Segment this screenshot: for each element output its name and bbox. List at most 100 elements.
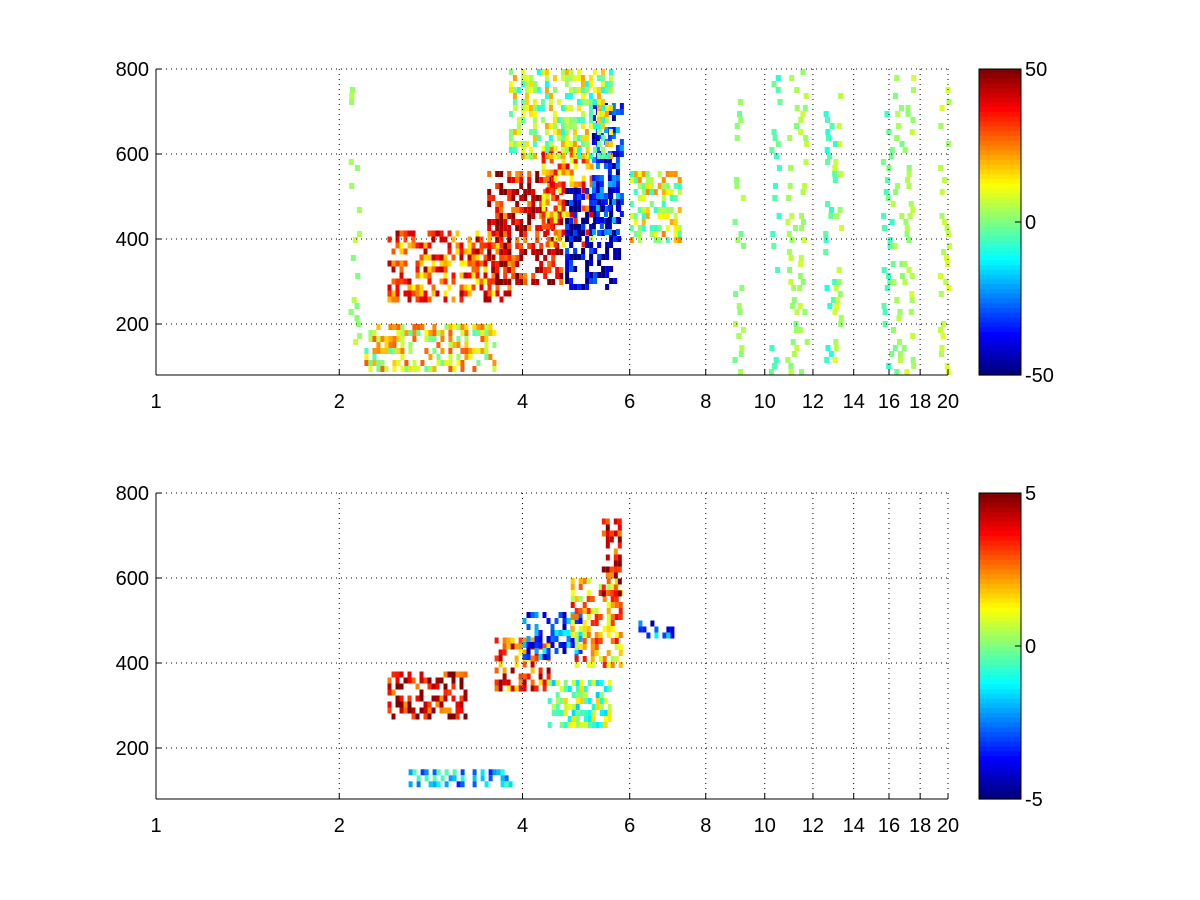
heatmap-cell-region-0 xyxy=(447,242,452,249)
heatmap-cell-region-3 xyxy=(605,284,610,290)
heatmap-cell-region-1 xyxy=(519,249,524,255)
heatmap-cell-region-3 xyxy=(569,224,574,230)
heatmap-cell-region-2 xyxy=(545,193,550,200)
x-tick-label: 18 xyxy=(909,391,931,413)
heatmap-cell-region-6 xyxy=(444,769,449,776)
heatmap-cell-region-1 xyxy=(494,637,499,644)
heatmap-cell-region-6 xyxy=(520,153,525,159)
heatmap-cell-region-0 xyxy=(415,284,420,291)
heatmap-cell-region-3 xyxy=(565,278,570,284)
heatmap-cell-region-4 xyxy=(595,205,600,211)
heatmap-cell-region-3 xyxy=(590,620,595,626)
heatmap-cell-region-0 xyxy=(483,272,488,279)
heatmap-cell-region-0 xyxy=(435,695,440,702)
heatmap-cell-region-3 xyxy=(577,230,582,236)
heatmap-cell-region-5 xyxy=(452,324,457,330)
heatmap-cell-region-4 xyxy=(603,229,608,235)
heatmap-cell-region-3 xyxy=(606,650,611,656)
heatmap-cell-region-2 xyxy=(534,642,539,648)
heatmap-cell-region-0 xyxy=(443,695,448,702)
heatmap-cell-region-6 xyxy=(596,111,601,117)
heatmap-cell-region-4 xyxy=(563,680,568,686)
colorbar-segment xyxy=(979,102,1021,108)
colorbar-segment xyxy=(979,545,1021,551)
heatmap-cell-region-0 xyxy=(427,683,432,690)
heatmap-cell-region-6 xyxy=(548,123,553,129)
heatmap-cell-region-0 xyxy=(443,689,448,696)
heatmap-cell-region-7 xyxy=(637,237,642,243)
heatmap-cell-region-6 xyxy=(456,781,461,788)
x-tick-label: 4 xyxy=(517,815,528,837)
heatmap-cell-region-6 xyxy=(588,105,593,111)
heatmap-cell-region-6 xyxy=(560,117,565,123)
heatmap-stripe-3 xyxy=(789,213,795,219)
heatmap-cell-region-5 xyxy=(400,330,405,336)
heatmap-cell-region-4 xyxy=(615,151,620,157)
heatmap-cell-region-4 xyxy=(611,175,616,181)
heatmap-stripe-5 xyxy=(829,207,834,213)
heatmap-cell-region-6 xyxy=(480,769,485,776)
heatmap-cell-region-6 xyxy=(524,75,529,81)
heatmap-stripe-9 xyxy=(906,171,912,177)
heatmap-cell-region-4 xyxy=(559,686,564,692)
heatmap-cell-region-6 xyxy=(528,81,533,87)
heatmap-cell-region-4 xyxy=(595,157,600,163)
heatmap-cell-region-6 xyxy=(508,111,513,117)
heatmap-cell-region-2 xyxy=(522,642,527,648)
heatmap-stripe-10 xyxy=(939,213,945,219)
heatmap-cell-region-0 xyxy=(435,254,440,261)
heatmap-cell-region-0 xyxy=(407,278,412,285)
y-tick-label: 200 xyxy=(116,314,149,336)
heatmap-stripe-2 xyxy=(777,99,783,105)
heatmap-stripe-0 xyxy=(357,333,363,339)
heatmap-cell-region-4 xyxy=(603,127,608,133)
heatmap-cell-region-5 xyxy=(601,530,606,537)
heatmap-cell-region-1 xyxy=(535,267,540,273)
heatmap-stripe-3 xyxy=(785,357,791,363)
heatmap-cell-region-3 xyxy=(586,596,591,602)
heatmap-cell-region-6 xyxy=(552,117,557,123)
heatmap-cell-region-1 xyxy=(531,189,536,195)
heatmap-cell-region-1 xyxy=(531,207,536,213)
heatmap-cell-region-0 xyxy=(495,290,500,297)
heatmap-cell-region-7 xyxy=(633,213,638,219)
heatmap-cell-region-5 xyxy=(480,324,485,330)
heatmap-cell-region-1 xyxy=(507,255,512,261)
heatmap-cell-region-0 xyxy=(395,284,400,291)
heatmap-cell-region-1 xyxy=(499,231,504,237)
heatmap-cell-region-3 xyxy=(594,632,599,638)
heatmap-cell-region-3 xyxy=(589,224,594,230)
heatmap-cell-region-6 xyxy=(548,93,553,99)
heatmap-cell-region-6 xyxy=(532,87,537,93)
heatmap-cell-region-0 xyxy=(459,242,464,249)
heatmap-cell-region-1 xyxy=(506,643,511,650)
heatmap-cell-region-0 xyxy=(415,695,420,702)
heatmap-cell-region-3 xyxy=(589,272,594,278)
heatmap-cell-region-3 xyxy=(613,248,618,254)
heatmap-cell-region-7 xyxy=(665,189,670,195)
heatmap-cell-region-6 xyxy=(604,117,609,123)
heatmap-cell-region-7 xyxy=(633,177,638,183)
heatmap-cell-region-3 xyxy=(610,626,615,632)
heatmap-cell-region-1 xyxy=(491,195,496,201)
heatmap-stripe-3 xyxy=(791,297,797,303)
heatmap-cell-region-0 xyxy=(403,290,408,297)
heatmap-cell-region-5 xyxy=(404,330,409,336)
heatmap-cell-region-7 xyxy=(641,195,646,201)
heatmap-cell-region-1 xyxy=(507,213,512,219)
heatmap-cell-region-6 xyxy=(528,111,533,117)
heatmap-cell-region-7 xyxy=(649,225,654,231)
heatmap-cell-region-0 xyxy=(459,701,464,708)
colorbar-segment xyxy=(979,636,1021,642)
heatmap-cell-region-2 xyxy=(573,181,578,188)
heatmap-cell-region-0 xyxy=(443,683,448,690)
heatmap-cell-region-3 xyxy=(589,248,594,254)
heatmap-cell-region-7 xyxy=(665,171,670,177)
colorbar-segment xyxy=(979,679,1021,685)
heatmap-cell-region-2 xyxy=(538,642,543,648)
heatmap-cell-region-5 xyxy=(428,330,433,336)
heatmap-cell-region-6 xyxy=(568,75,573,81)
heatmap-stripe-4 xyxy=(800,279,806,285)
heatmap-cell-region-0 xyxy=(463,671,468,678)
